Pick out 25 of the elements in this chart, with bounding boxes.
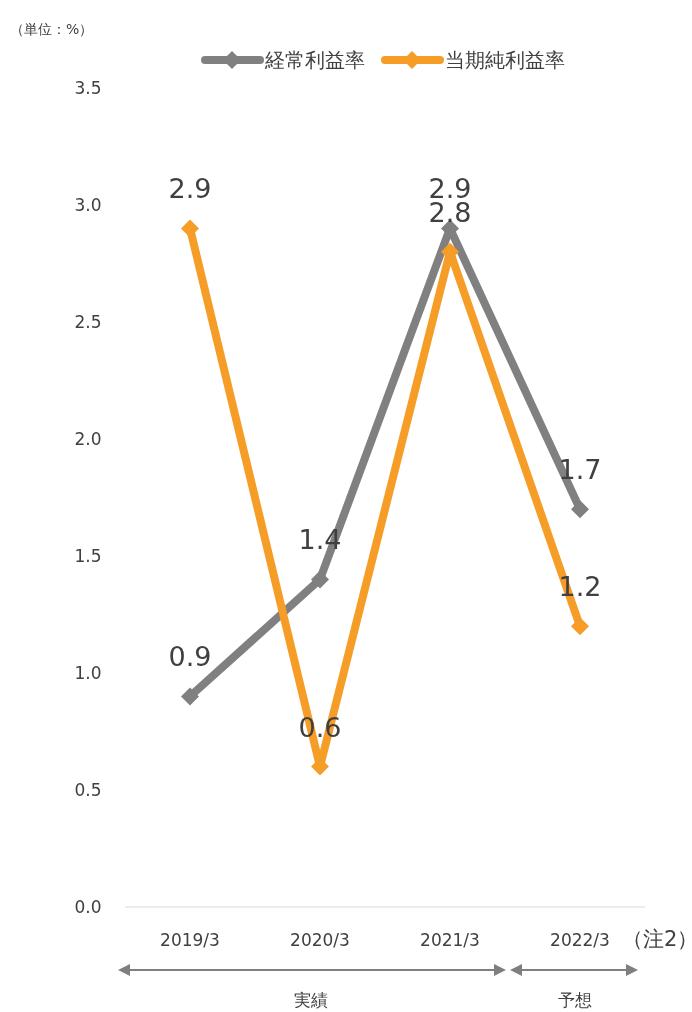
y-tick-label: 2.5	[74, 312, 102, 332]
point	[571, 617, 589, 636]
y-tick-label: 3.5	[74, 78, 102, 98]
point	[181, 219, 199, 238]
text: （注2）	[622, 927, 692, 951]
y-tick-label: 3.0	[74, 195, 102, 215]
data-label: 0.9	[168, 641, 212, 673]
x-tick-label: 2019/3	[160, 930, 220, 950]
text: 予想	[558, 990, 592, 1010]
y-tick-label: 0.5	[74, 780, 102, 800]
y-tick-label: 1.5	[74, 546, 102, 566]
legend-label: 当期純利益率	[445, 48, 565, 72]
x-tick-label: 2022/3	[550, 930, 610, 950]
y-tick-label: 2.0	[74, 429, 102, 449]
text: （単位：%）	[10, 21, 94, 37]
x-tick-label: 2021/3	[420, 930, 480, 950]
point	[571, 500, 589, 519]
data-label: 2.9	[168, 173, 212, 205]
y-tick-label: 1.0	[74, 663, 102, 683]
point	[181, 687, 199, 706]
legend-label: 経常利益率	[264, 48, 365, 72]
text: 実績	[294, 990, 328, 1010]
y-tick-label: 0.0	[74, 897, 102, 917]
x-tick-label: 2020/3	[290, 930, 350, 950]
point	[311, 570, 329, 589]
